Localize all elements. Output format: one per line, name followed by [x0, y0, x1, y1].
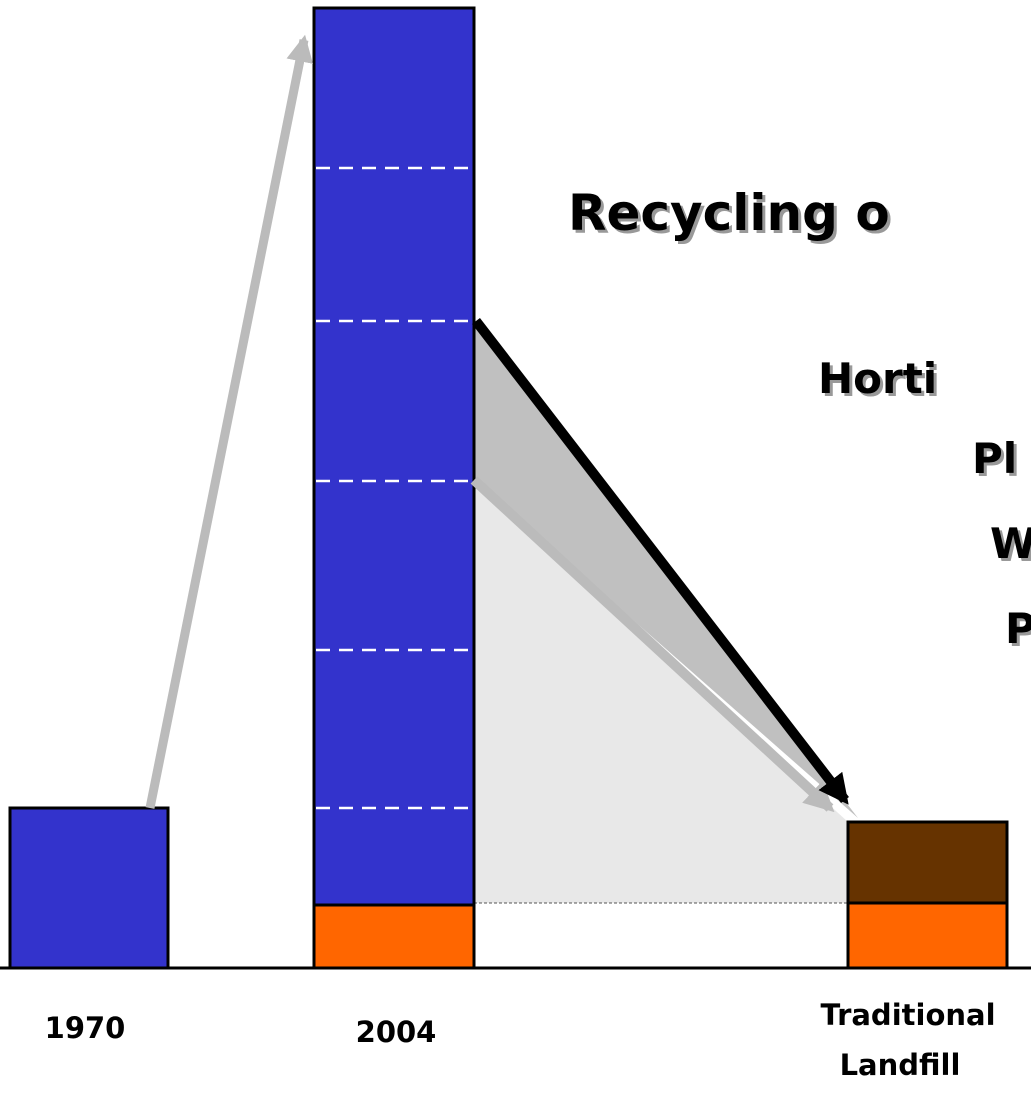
- item: P: [1005, 604, 1031, 653]
- item-shadow: P: [1008, 607, 1031, 656]
- item-shadow: Pl: [975, 437, 1020, 486]
- bar-2004-base: [312, 903, 476, 970]
- bar-label: 1970: [45, 1011, 126, 1045]
- item: Pl: [972, 434, 1017, 483]
- bar-label: 2004: [356, 1015, 437, 1049]
- light-wedge: [474, 480, 848, 903]
- bar-landfill-top: [846, 820, 1009, 905]
- item: W: [990, 519, 1031, 568]
- item-shadow: Horti: [821, 357, 940, 406]
- growth-arrow: [145, 34, 313, 809]
- bar-label: Landfill: [840, 1048, 961, 1082]
- bar-1970: [8, 806, 170, 970]
- gray-arrow: [470, 476, 835, 813]
- item: Horti: [818, 354, 937, 403]
- bar-2004: [312, 6, 476, 907]
- bar-label: Traditional: [820, 998, 995, 1032]
- bar-dividers: [316, 166, 472, 810]
- item-shadow: W: [993, 522, 1031, 571]
- bar-landfill-base: [846, 901, 1009, 970]
- title-shadow: Recycling o: [571, 187, 893, 245]
- black-arrow: [472, 317, 849, 805]
- title: Recycling o: [568, 184, 890, 242]
